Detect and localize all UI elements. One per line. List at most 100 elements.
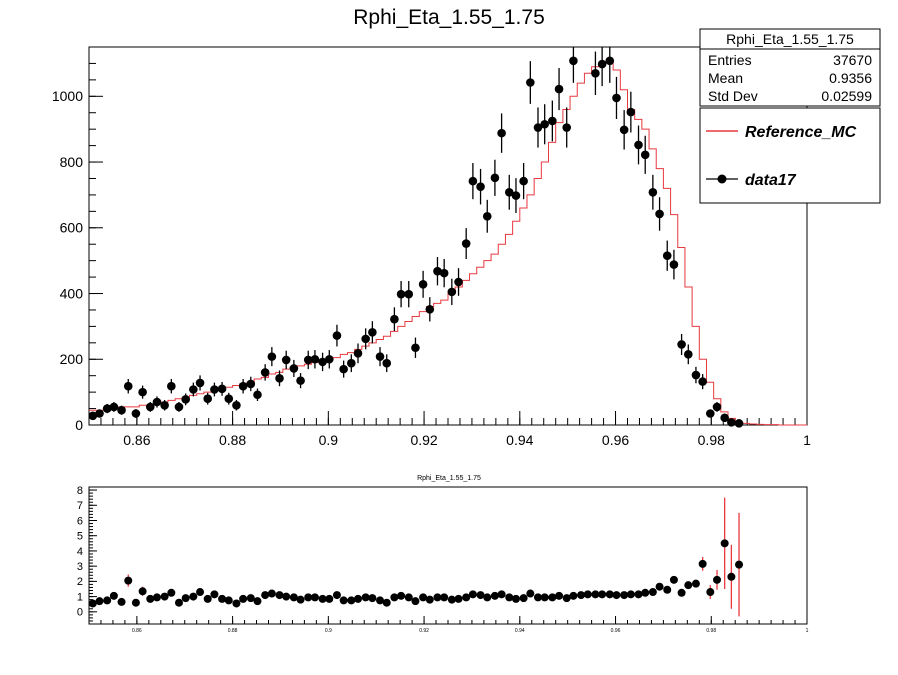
ratio-point xyxy=(296,595,305,604)
ratio-point xyxy=(511,594,520,603)
y-tick-label: 3 xyxy=(77,561,83,573)
data17-point xyxy=(619,125,629,135)
data17-point xyxy=(640,150,650,160)
ratio-point xyxy=(583,590,592,599)
ratio-point xyxy=(677,588,686,597)
data17-point xyxy=(734,419,744,428)
stats-box: Rphi_Eta_1.55_1.75 Entries 37670 Mean 0.… xyxy=(699,28,881,107)
data17-point xyxy=(267,352,277,361)
data17-point xyxy=(203,394,213,404)
data17-point xyxy=(540,119,549,129)
ratio-point xyxy=(261,591,270,600)
ratio-point xyxy=(376,596,385,605)
ratio-point xyxy=(720,539,729,548)
data17-point xyxy=(727,418,736,427)
ratio-point xyxy=(390,593,399,602)
x-tick-label: 0.86 xyxy=(132,628,142,634)
data17-point xyxy=(260,368,270,377)
data17-points xyxy=(88,47,744,428)
x-tick-label: 0.94 xyxy=(506,432,533,448)
data17-point xyxy=(519,176,528,186)
ratio-point xyxy=(397,591,406,600)
ratio-point xyxy=(181,594,190,603)
data17-point xyxy=(174,402,184,412)
data17-point xyxy=(634,140,643,150)
ratio-point xyxy=(669,575,678,584)
data17-point xyxy=(181,395,190,404)
ratio-point xyxy=(555,591,564,600)
ratio-point xyxy=(483,593,492,602)
data17-point xyxy=(425,304,435,314)
data17-point xyxy=(123,381,133,391)
x-tick-label: 0.92 xyxy=(410,432,437,448)
ratio-point xyxy=(419,593,428,602)
ratio-point xyxy=(404,593,413,602)
ratio-point xyxy=(505,593,514,602)
data17-point xyxy=(497,128,506,138)
ratio-point xyxy=(540,593,549,602)
data17-point xyxy=(152,397,162,407)
data17-point xyxy=(382,358,392,368)
x-tick-label: 0.98 xyxy=(698,432,725,448)
ratio-point xyxy=(425,595,434,604)
data17-point xyxy=(439,268,449,278)
stats-stddev-label: Std Dev xyxy=(708,88,758,104)
y-tick-label: 5 xyxy=(77,531,83,543)
data17-point xyxy=(102,404,112,413)
y-tick-label: 400 xyxy=(60,285,84,301)
data17-point xyxy=(677,340,686,349)
y-tick-label: 0 xyxy=(77,607,83,619)
ratio-point xyxy=(95,597,104,606)
ratio-point xyxy=(282,592,291,601)
data17-point xyxy=(95,409,104,418)
reference-mc-step-line xyxy=(89,59,807,426)
ratio-point xyxy=(548,593,557,602)
y-tick-label: 1 xyxy=(77,591,83,603)
data17-point xyxy=(548,116,557,126)
data17-point xyxy=(195,378,205,388)
ratio-point xyxy=(562,594,571,603)
legend-mc-label: Reference_MC xyxy=(745,124,857,141)
data17-point xyxy=(138,387,147,397)
data17-point xyxy=(332,331,342,340)
ratio-point xyxy=(569,591,578,600)
data17-point xyxy=(281,355,291,365)
data17-point xyxy=(562,123,572,132)
y-tick-label: 4 xyxy=(77,546,83,558)
data17-point xyxy=(447,287,457,297)
ratio-point xyxy=(203,594,212,603)
ratio-point xyxy=(339,596,348,605)
ratio-point xyxy=(727,572,736,581)
data17-point xyxy=(468,176,478,186)
data17-point xyxy=(217,384,227,394)
x-tick-label: 0.88 xyxy=(228,628,238,634)
ratio-point xyxy=(698,559,707,568)
ratio-point xyxy=(239,594,248,603)
data17-point xyxy=(324,354,334,364)
x-tick-label: 0.96 xyxy=(602,432,629,448)
data17-point xyxy=(117,405,126,415)
data17-point xyxy=(511,191,521,200)
ratio-point xyxy=(332,591,341,600)
x-tick-label: 0.96 xyxy=(611,628,621,634)
data17-point xyxy=(296,376,305,385)
ratio-point xyxy=(289,593,298,602)
data17-point xyxy=(712,402,722,412)
data17-point xyxy=(145,402,155,412)
ratio-point xyxy=(117,597,126,606)
ratio-point xyxy=(663,585,672,594)
ratio-point xyxy=(267,589,276,598)
ratio-point xyxy=(735,560,744,569)
data17-point xyxy=(662,251,672,261)
data17-point xyxy=(339,364,348,374)
x-tick-label: 0.9 xyxy=(325,628,332,634)
data17-point xyxy=(691,370,701,380)
ratio-point xyxy=(684,581,693,590)
x-tick-label: 0.88 xyxy=(219,432,246,448)
y-tick-label: 8 xyxy=(77,485,83,497)
ratio-point xyxy=(109,591,118,600)
data17-point xyxy=(224,394,234,404)
ratio-point xyxy=(641,588,650,597)
data17-point xyxy=(253,390,262,400)
y-tick-label: 2 xyxy=(77,576,83,588)
